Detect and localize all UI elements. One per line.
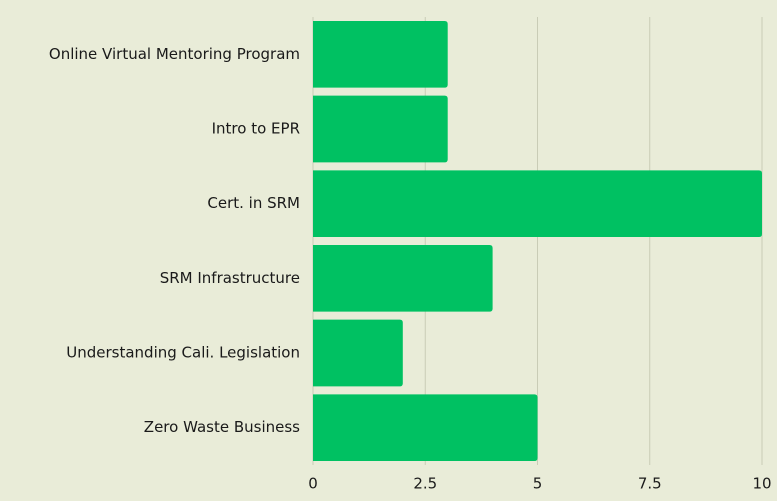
bar — [313, 245, 493, 312]
y-tick-label: Zero Waste Business — [144, 418, 300, 436]
y-tick-label: SRM Infrastructure — [160, 269, 300, 287]
y-tick-label: Intro to EPR — [212, 120, 300, 138]
y-tick-label: Online Virtual Mentoring Program — [49, 45, 300, 63]
bar — [313, 95, 448, 163]
bar — [313, 394, 538, 461]
x-tick-label: 5 — [533, 475, 543, 493]
y-tick-label: Cert. in SRM — [207, 194, 300, 212]
x-tick-label: 7.5 — [638, 475, 662, 493]
bar — [313, 319, 403, 387]
y-tick-label: Understanding Cali. Legislation — [66, 344, 300, 362]
x-tick-label: 2.5 — [413, 475, 437, 493]
x-tick-label: 0 — [308, 475, 318, 493]
bar — [313, 21, 448, 88]
x-tick-label: 10 — [752, 475, 771, 493]
bar — [313, 170, 762, 237]
